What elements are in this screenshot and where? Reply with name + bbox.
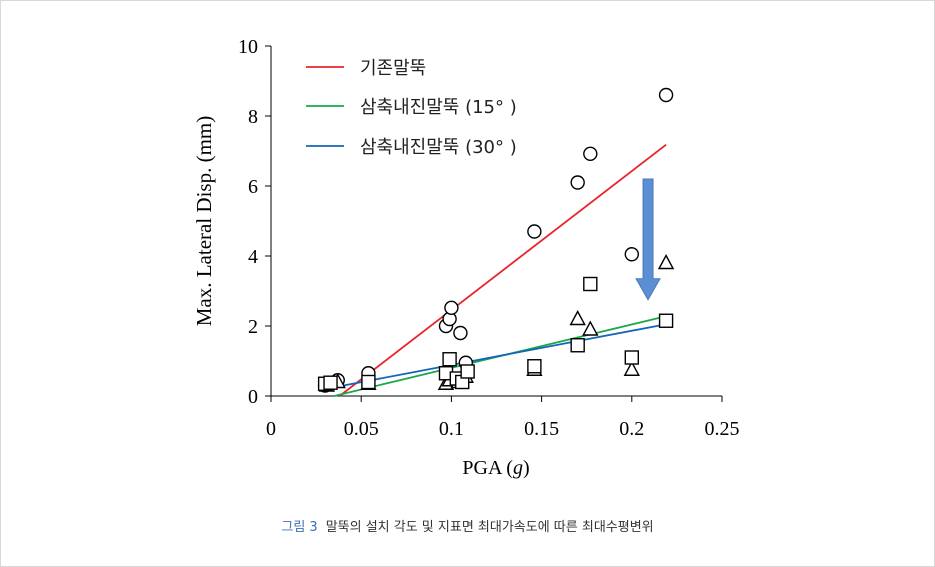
figure-caption-text: 말뚝의 설치 각도 및 지표면 최대가속도에 따른 최대수평변위	[325, 520, 654, 535]
x-tick-label: 0.1	[439, 418, 464, 440]
fit-lines	[324, 143, 667, 397]
legend-label-3: 삼축내진말뚝 (30° )	[360, 137, 517, 158]
square-marker	[323, 375, 338, 390]
triangle-marker	[657, 254, 675, 270]
down-arrow-icon	[635, 178, 661, 301]
figure-number: 그림 3	[281, 520, 318, 535]
x-tick-label: 0.2	[619, 418, 644, 440]
y-tick-label: 2	[248, 316, 258, 338]
circle-marker	[583, 146, 598, 162]
circle-marker	[453, 325, 468, 341]
data-markers	[317, 87, 675, 393]
circle-marker	[624, 247, 639, 262]
x-axis-label-var: g	[513, 457, 523, 479]
square-marker	[361, 374, 376, 390]
circle-marker	[658, 87, 674, 103]
axes: 0 0.05 0.1 0.15 0.2 0.25 0 2 4 6 8 10	[238, 36, 740, 440]
figure-caption: 그림 3 말뚝의 설치 각도 및 지표면 최대가속도에 따른 최대수평변위	[0, 516, 935, 535]
x-tick-label: 0.25	[705, 418, 740, 440]
x-axis-label: PGA (g)	[462, 457, 529, 479]
y-tick-label: 8	[248, 106, 258, 128]
y-tick-label: 6	[248, 176, 258, 198]
y-tick-label: 0	[248, 386, 258, 408]
x-tick-label: 0	[266, 418, 276, 440]
square-marker	[570, 338, 585, 353]
legend-label-2: 삼축내진말뚝 (15° )	[360, 97, 517, 118]
y-tick-label: 10	[238, 36, 258, 58]
x-tick-label: 0.15	[524, 418, 559, 440]
square-marker	[583, 276, 598, 292]
triangle-marker	[623, 360, 640, 376]
y-axis-label: Max. Lateral Disp. (mm)	[192, 116, 216, 327]
fit-line-3	[324, 323, 667, 390]
x-axis-label-suffix: )	[523, 457, 530, 479]
square-marker	[442, 352, 457, 367]
x-axis-label-prefix: PGA (	[462, 457, 513, 479]
triangle-marker	[582, 320, 599, 336]
reduction-arrow	[635, 178, 661, 301]
circle-marker	[570, 175, 585, 190]
circle-marker	[444, 300, 459, 315]
fit-line-1	[339, 143, 667, 397]
square-marker	[527, 359, 542, 374]
legend-label-1: 기존말뚝	[360, 58, 426, 79]
square-marker	[624, 350, 639, 365]
x-tick-label: 0.05	[344, 418, 379, 440]
y-tick-label: 4	[248, 246, 258, 268]
circle-marker	[527, 224, 542, 239]
square-marker	[658, 313, 674, 328]
square-marker	[460, 364, 475, 379]
triangle-marker	[569, 310, 586, 326]
